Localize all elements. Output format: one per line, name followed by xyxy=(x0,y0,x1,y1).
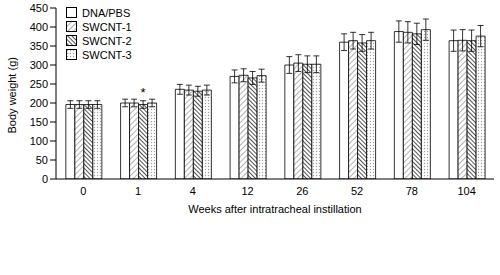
svg-text:450: 450 xyxy=(30,2,48,14)
html-text:DNA/PBS: DNA/PBS xyxy=(82,7,131,19)
html-text:SWCNT-2: SWCNT-2 xyxy=(82,35,132,47)
html-text:SWCNT-1: SWCNT-1 xyxy=(82,21,132,33)
svg-text:50: 50 xyxy=(36,154,48,166)
svg-text:350: 350 xyxy=(30,40,48,52)
svg-text:100: 100 xyxy=(30,135,48,147)
svg-text:Weeks after intratracheal inst: Weeks after intratracheal instillation xyxy=(188,203,361,215)
html-text:SWCNT-3: SWCNT-3 xyxy=(82,49,132,61)
svg-text:104: 104 xyxy=(457,185,475,197)
svg-text:Body weight (g): Body weight (g) xyxy=(8,57,18,133)
svg-text:26: 26 xyxy=(296,185,308,197)
svg-text:*: * xyxy=(141,85,146,100)
svg-text:78: 78 xyxy=(406,185,418,197)
svg-text:12: 12 xyxy=(242,185,254,197)
svg-text:150: 150 xyxy=(30,116,48,128)
svg-text:52: 52 xyxy=(351,185,363,197)
svg-text:200: 200 xyxy=(30,97,48,109)
svg-text:0: 0 xyxy=(80,185,86,197)
svg-text:1: 1 xyxy=(135,185,141,197)
svg-text:300: 300 xyxy=(30,59,48,71)
svg-text:400: 400 xyxy=(30,21,48,33)
svg-text:4: 4 xyxy=(190,185,196,197)
svg-text:250: 250 xyxy=(30,78,48,90)
svg-text:0: 0 xyxy=(42,173,48,185)
